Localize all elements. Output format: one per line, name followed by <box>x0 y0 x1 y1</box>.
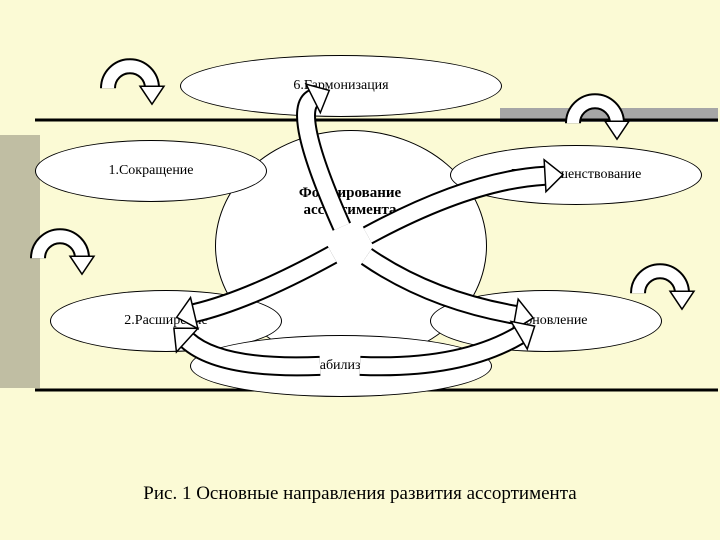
node-label: 4.Обновление <box>498 309 593 332</box>
node-label: 6.Гармонизация <box>287 74 394 97</box>
left-sidebar-block <box>0 135 40 388</box>
node-n3: 3.Стабилизация <box>190 335 492 397</box>
figure-caption: Рис. 1 Основные направления развития асс… <box>0 483 720 505</box>
node-label: 2.Расширение <box>118 309 213 332</box>
center-label-line2: ассортимента <box>303 202 396 218</box>
node-label: 5.Совершенствование <box>505 163 648 186</box>
node-n1: 1.Сокращение <box>35 140 267 202</box>
node-n6: 6.Гармонизация <box>180 55 502 117</box>
caption-text: Рис. 1 Основные направления развития асс… <box>143 483 576 504</box>
center-label: Формирование ассортимента <box>260 185 440 219</box>
node-n4: 4.Обновление <box>430 290 662 352</box>
node-label: 3.Стабилизация <box>288 354 394 377</box>
node-n5: 5.Совершенствование <box>450 145 702 205</box>
node-label: 1.Сокращение <box>102 159 199 182</box>
center-label-line1: Формирование <box>299 185 401 201</box>
